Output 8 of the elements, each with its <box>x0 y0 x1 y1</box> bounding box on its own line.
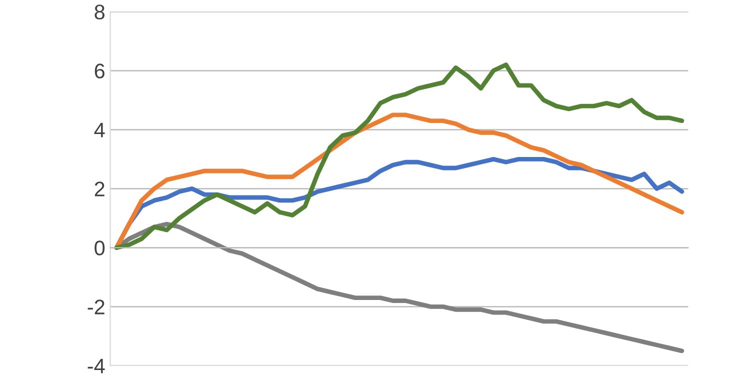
y-tick-label: 6 <box>94 64 104 78</box>
y-tick-label: -4 <box>88 358 105 374</box>
line-series <box>114 62 684 250</box>
y-tick-label: 2 <box>94 182 104 196</box>
y-tick-label: 8 <box>94 4 104 20</box>
y-tick-label: 4 <box>94 122 105 138</box>
y-tick-label: -2 <box>88 300 104 314</box>
y-tick-label: 0 <box>94 240 105 256</box>
